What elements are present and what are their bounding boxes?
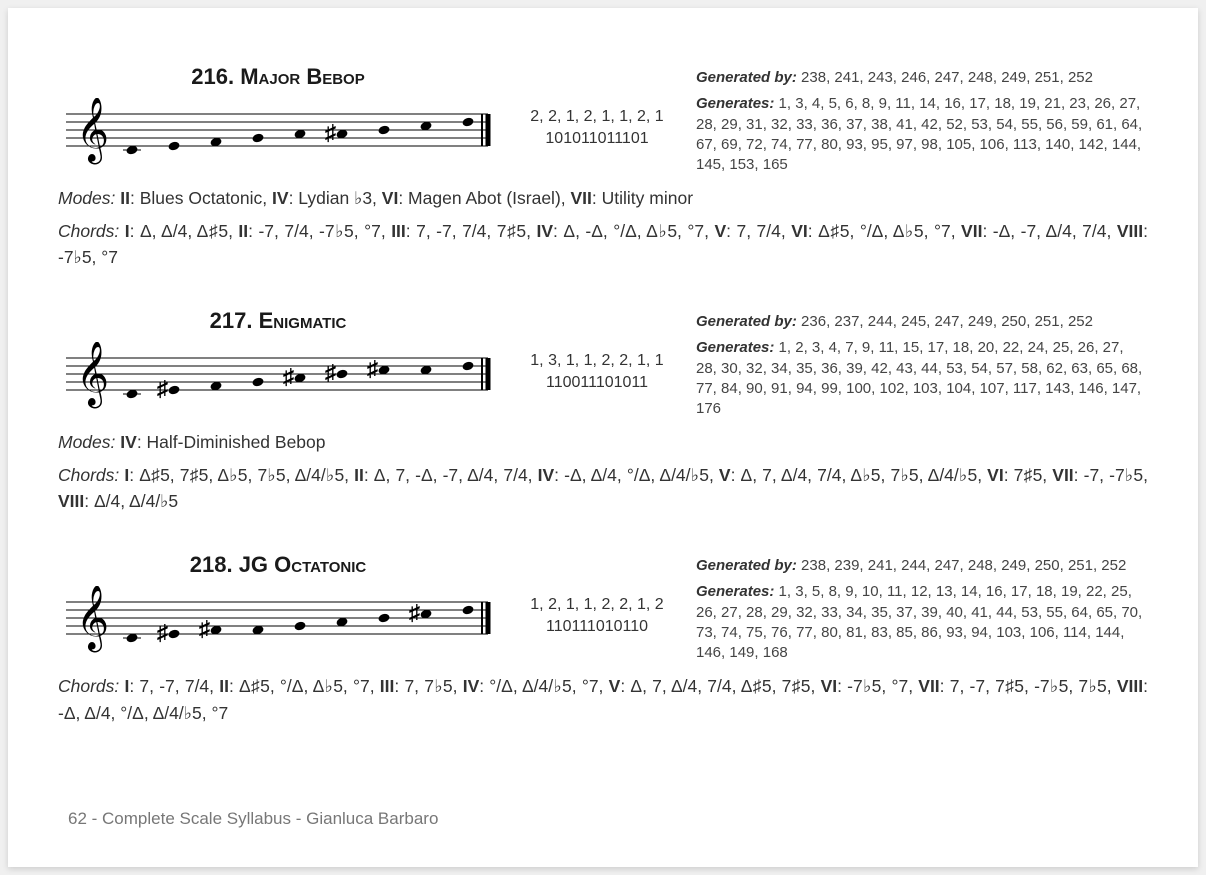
page: 216. Major Bebop𝄞♯2, 2, 1, 2, 1, 1, 2, 1…	[8, 8, 1198, 867]
interval-pattern: 1, 3, 1, 1, 2, 2, 1, 1110011101011	[522, 308, 672, 395]
scale-name: JG Octatonic	[239, 552, 367, 577]
scale-entry: 218. JG Octatonic 𝄞 ♯ ♯ ♯ 1, 2, 1, 1, 2, 2, 1…	[58, 552, 1148, 726]
page-footer: 62 - Complete Scale Syllabus - Gianluca …	[68, 809, 438, 829]
generates-line: Generates: 1, 3, 5, 8, 9, 10, 11, 12, 13…	[696, 582, 1148, 663]
svg-text:♯: ♯	[367, 356, 378, 381]
staff-notation: 𝄞 ♯ ♯ ♯	[58, 586, 498, 656]
scale-name: Major Bebop	[240, 64, 365, 89]
svg-text:♯: ♯	[157, 376, 168, 401]
scale-number: 217.	[210, 308, 253, 333]
interval-pattern: 1, 2, 1, 1, 2, 2, 1, 2110111010110	[522, 552, 672, 639]
svg-text:𝄞: 𝄞	[76, 98, 109, 164]
svg-text:♯: ♯	[199, 616, 210, 641]
staff-notation: 𝄞♯	[58, 98, 498, 168]
svg-text:𝄞: 𝄞	[76, 586, 109, 652]
chords-line: Chords: I: 7, -7, 7/4, II: Δ♯5, °/Δ, Δ♭5…	[58, 673, 1148, 726]
generation-info: Generated by: 238, 239, 241, 244, 247, 2…	[696, 552, 1148, 663]
chords-line: Chords: I: Δ, Δ/4, Δ♯5, II: -7, 7/4, -7♭…	[58, 218, 1148, 271]
scale-entry: 217. Enigmatic 𝄞 ♯ ♯ ♯ ♯ 1, 3, 1, 1, 2, 2, 1, …	[58, 308, 1148, 514]
generates-line: Generates: 1, 2, 3, 4, 7, 9, 11, 15, 17,…	[696, 338, 1148, 419]
binary-text: 110011101011	[522, 372, 672, 394]
svg-text:♯: ♯	[409, 600, 420, 625]
generated-by-list: 238, 239, 241, 244, 247, 248, 249, 250, …	[801, 557, 1126, 574]
scale-title: 218. JG Octatonic	[58, 552, 498, 578]
scale-title: 217. Enigmatic	[58, 308, 498, 334]
binary-text: 101011011101	[522, 128, 672, 150]
staff-notation: 𝄞 ♯ ♯ ♯ ♯	[58, 342, 498, 412]
interval-text: 1, 3, 1, 1, 2, 2, 1, 1	[522, 350, 672, 372]
interval-text: 2, 2, 1, 2, 1, 1, 2, 1	[522, 106, 672, 128]
svg-text:♯: ♯	[325, 360, 336, 385]
scale-entry: 216. Major Bebop𝄞♯2, 2, 1, 2, 1, 1, 2, 1…	[58, 64, 1148, 270]
generated-by-label: Generated by:	[696, 557, 797, 574]
binary-text: 110111010110	[522, 616, 672, 638]
generates-label: Generates:	[696, 583, 774, 600]
interval-text: 1, 2, 1, 1, 2, 2, 1, 2	[522, 594, 672, 616]
generates-label: Generates:	[696, 95, 774, 112]
scale-name: Enigmatic	[259, 308, 347, 333]
svg-text:♯: ♯	[283, 364, 294, 389]
interval-pattern: 2, 2, 1, 2, 1, 1, 2, 1101011011101	[522, 64, 672, 151]
scale-number: 218.	[190, 552, 233, 577]
modes-line: Modes: IV: Half-Diminished Bebop	[58, 429, 1148, 455]
generated-by-line: Generated by: 238, 239, 241, 244, 247, 2…	[696, 556, 1148, 576]
svg-text:𝄞: 𝄞	[76, 342, 109, 408]
generates-label: Generates:	[696, 339, 774, 356]
generated-by-list: 238, 241, 243, 246, 247, 248, 249, 251, …	[801, 69, 1093, 86]
svg-text:♯: ♯	[157, 620, 168, 645]
generation-info: Generated by: 236, 237, 244, 245, 247, 2…	[696, 308, 1148, 419]
modes-line: Modes: II: Blues Octatonic, IV: Lydian ♭…	[58, 185, 1148, 211]
generates-line: Generates: 1, 3, 4, 5, 6, 8, 9, 11, 14, …	[696, 94, 1148, 175]
generated-by-line: Generated by: 236, 237, 244, 245, 247, 2…	[696, 312, 1148, 332]
generated-by-line: Generated by: 238, 241, 243, 246, 247, 2…	[696, 68, 1148, 88]
generated-by-list: 236, 237, 244, 245, 247, 249, 250, 251, …	[801, 313, 1093, 330]
generated-by-label: Generated by:	[696, 69, 797, 86]
chords-line: Chords: I: Δ♯5, 7♯5, Δ♭5, 7♭5, Δ/4/♭5, I…	[58, 462, 1148, 515]
svg-text:♯: ♯	[325, 120, 336, 145]
generation-info: Generated by: 238, 241, 243, 246, 247, 2…	[696, 64, 1148, 175]
generated-by-label: Generated by:	[696, 313, 797, 330]
scale-number: 216.	[191, 64, 234, 89]
scale-title: 216. Major Bebop	[58, 64, 498, 90]
